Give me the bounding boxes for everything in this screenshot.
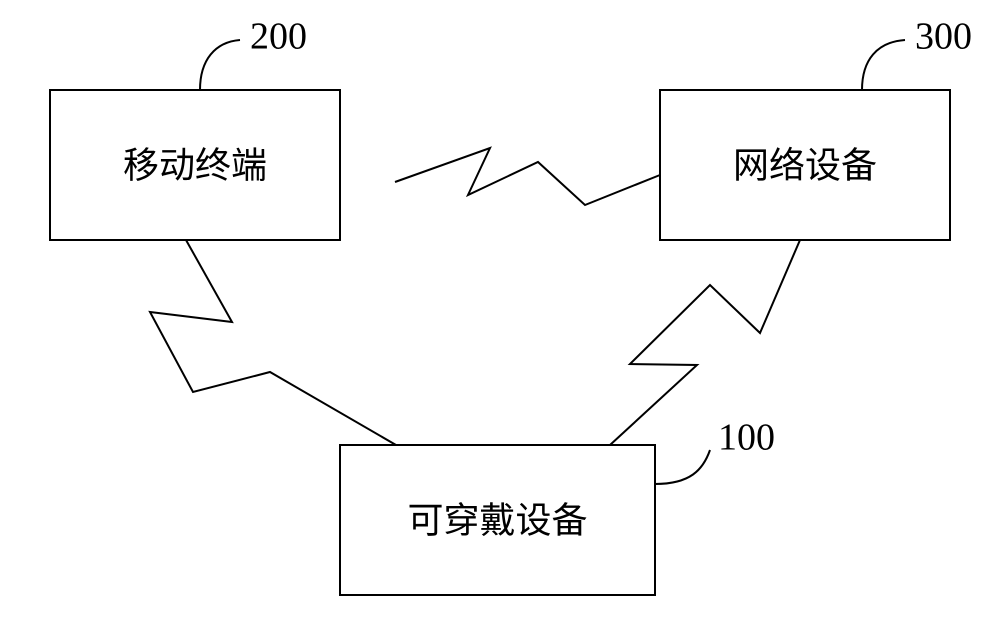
node-mobile-terminal: 移动终端 200 (50, 16, 340, 240)
ref-label: 300 (915, 16, 972, 58)
node-network-device: 网络设备 300 (660, 16, 972, 240)
wireless-link-icon (150, 240, 396, 445)
leader-line (655, 450, 710, 484)
wireless-link-icon (395, 148, 660, 205)
leader-line (862, 40, 905, 90)
leader-line (200, 40, 240, 90)
node-label: 可穿戴设备 (407, 500, 587, 540)
ref-label: 100 (718, 417, 775, 459)
ref-label: 200 (250, 16, 307, 58)
node-wearable-device: 可穿戴设备 100 (340, 417, 775, 595)
node-label: 移动终端 (123, 145, 267, 185)
node-label: 网络设备 (733, 145, 877, 185)
diagram-canvas: 移动终端 200 网络设备 300 可穿戴设备 100 (0, 0, 1000, 637)
wireless-link-icon (610, 240, 800, 445)
